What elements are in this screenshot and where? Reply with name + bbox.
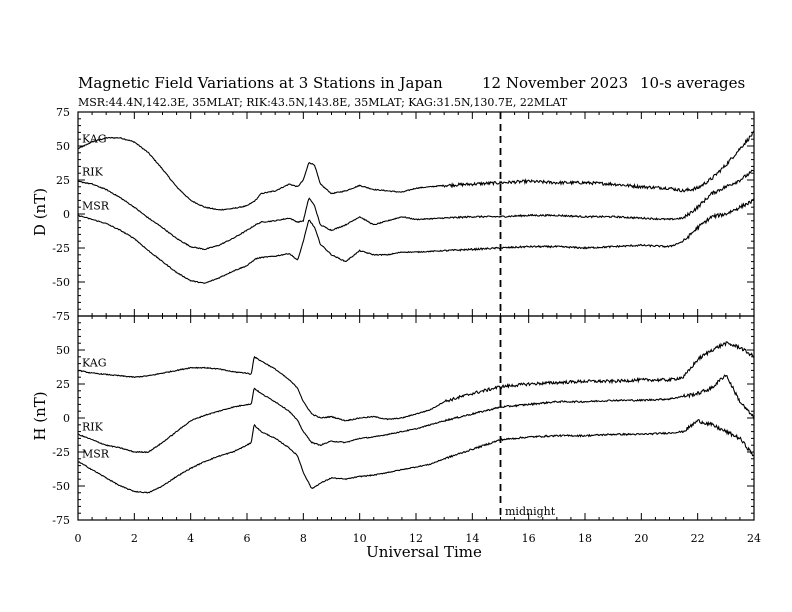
x-tick-label: 6: [244, 532, 251, 545]
d-y-tick-label: -50: [52, 276, 70, 289]
x-tick-label: 14: [465, 532, 479, 545]
x-tick-label: 4: [187, 532, 194, 545]
h-panel-y-axis-title: H (nT): [31, 391, 49, 440]
h-y-tick-label: 25: [56, 378, 70, 391]
x-tick-label: 2: [131, 532, 138, 545]
chart-date: 12 November 2023: [482, 74, 628, 92]
d-component-panel: 75 50 25 0 -25 -50 -75 KAG RIK MSR: [52, 106, 755, 323]
x-tick-label: 10: [353, 532, 367, 545]
d-series-label-msr: MSR: [82, 199, 110, 212]
station-coordinates-subtitle: MSR:44.4N,142.3E, 35MLAT; RIK:43.5N,143.…: [78, 96, 568, 109]
h-y-tick-label: -25: [52, 446, 70, 459]
h-series-msr: [77, 418, 755, 494]
h-y-tick-label: -50: [52, 480, 70, 493]
d-panel-y-axis-title: D (nT): [31, 188, 49, 236]
h-series-label-kag: KAG: [82, 356, 107, 369]
x-tick-label: 16: [522, 532, 536, 545]
x-tick-label: 0: [75, 532, 82, 545]
d-y-tick-label: -75: [52, 310, 70, 323]
d-panel-frame: [77, 111, 755, 317]
chart-averaging-note: 10-s averages: [640, 74, 745, 92]
d-series-kag: [77, 130, 755, 211]
x-tick-label: 8: [300, 532, 307, 545]
h-series-kag: [77, 341, 755, 422]
x-tick-label: 12: [409, 532, 423, 545]
x-tick-label: 24: [747, 532, 761, 545]
h-component-panel: 50 25 0 -25 -50 -75 KAG RIK MSR: [52, 315, 755, 527]
h-series-label-rik: RIK: [82, 420, 104, 433]
d-series-rik: [77, 169, 755, 251]
h-panel-frame: [77, 315, 755, 521]
d-y-tick-label: 75: [56, 106, 70, 119]
d-series-label-kag: KAG: [82, 133, 107, 146]
h-series-rik: [77, 374, 755, 454]
chart-title: Magnetic Field Variations at 3 Stations …: [78, 74, 443, 92]
d-y-tick-label: 25: [56, 174, 70, 187]
h-y-tick-label: -75: [52, 514, 70, 527]
universal-time-axis: 0 2 4 6 8 10 12 14 16 18 20 22 24: [75, 532, 762, 545]
x-tick-label: 18: [578, 532, 592, 545]
h-y-tick-label: 50: [56, 344, 70, 357]
h-y-tick-label: 0: [63, 412, 70, 425]
d-series-msr: [77, 198, 755, 284]
d-series-label-rik: RIK: [82, 165, 104, 178]
d-y-tick-label: 0: [63, 208, 70, 221]
d-y-tick-label: 50: [56, 140, 70, 153]
x-tick-label: 22: [691, 532, 705, 545]
midnight-annotation: midnight: [505, 505, 556, 518]
x-axis-title: Universal Time: [366, 543, 482, 561]
h-series-label-msr: MSR: [82, 448, 110, 461]
x-tick-label: 20: [634, 532, 648, 545]
d-y-tick-label: -25: [52, 242, 70, 255]
